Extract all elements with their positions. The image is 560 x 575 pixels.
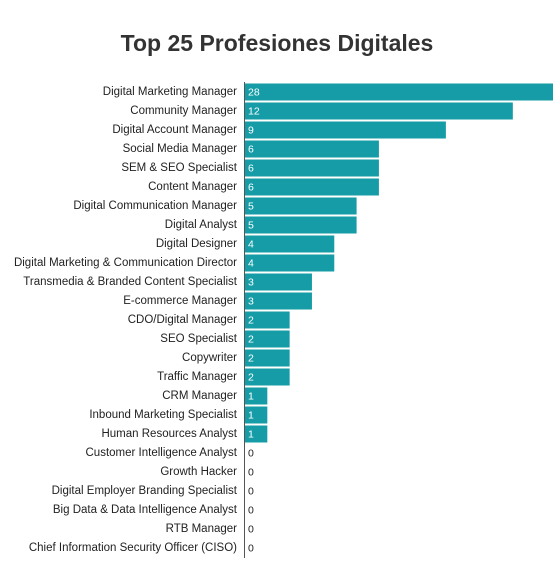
value-label: 2 bbox=[248, 371, 254, 383]
y-tick-label: Growth Hacker bbox=[160, 466, 237, 478]
value-label: 0 bbox=[248, 523, 254, 535]
value-label: 0 bbox=[248, 447, 254, 459]
y-tick-label: Inbound Marketing Specialist bbox=[89, 409, 237, 421]
y-tick-label: Social Media Manager bbox=[123, 143, 238, 155]
value-label: 28 bbox=[248, 86, 260, 98]
y-tick-label: Transmedia & Branded Content Specialist bbox=[23, 276, 238, 288]
value-label: 5 bbox=[248, 219, 254, 231]
bar bbox=[245, 140, 379, 158]
y-tick-label: Traffic Manager bbox=[157, 371, 237, 383]
y-tick-label: RTB Manager bbox=[166, 523, 238, 535]
y-tick-label: Digital Account Manager bbox=[112, 124, 237, 136]
value-label: 3 bbox=[248, 295, 254, 307]
bar bbox=[245, 330, 290, 348]
bar bbox=[245, 406, 268, 424]
y-tick-label: Digital Employer Branding Specialist bbox=[52, 485, 238, 497]
bar bbox=[245, 425, 268, 443]
bar bbox=[245, 159, 379, 177]
value-label: 2 bbox=[248, 352, 254, 364]
y-tick-label: Digital Marketing Manager bbox=[103, 86, 237, 98]
bar bbox=[245, 254, 335, 272]
y-tick-label: Content Manager bbox=[148, 181, 237, 193]
value-label: 3 bbox=[248, 276, 254, 288]
bar bbox=[245, 311, 290, 329]
bar bbox=[245, 273, 312, 291]
bar bbox=[245, 197, 357, 215]
value-label: 2 bbox=[248, 314, 254, 326]
value-label: 4 bbox=[248, 257, 254, 269]
value-label: 1 bbox=[248, 409, 254, 421]
y-tick-label: Community Manager bbox=[130, 105, 237, 117]
y-tick-label: SEO Specialist bbox=[160, 333, 238, 345]
value-label: 6 bbox=[248, 162, 254, 174]
y-tick-label: Chief Information Security Officer (CISO… bbox=[29, 542, 237, 554]
y-tick-label: Customer Intelligence Analyst bbox=[86, 447, 238, 459]
value-label: 0 bbox=[248, 504, 254, 516]
value-label: 4 bbox=[248, 238, 254, 250]
value-label: 12 bbox=[248, 105, 260, 117]
y-tick-label: Digital Analyst bbox=[165, 219, 238, 231]
bar bbox=[245, 216, 357, 234]
value-label: 2 bbox=[248, 333, 254, 345]
plot-area bbox=[245, 83, 553, 443]
bar bbox=[245, 387, 268, 405]
chart-title: Top 25 Profesiones Digitales bbox=[121, 30, 434, 56]
y-tick-label: Digital Designer bbox=[156, 238, 237, 250]
value-label: 5 bbox=[248, 200, 254, 212]
bar bbox=[245, 292, 312, 310]
value-label: 0 bbox=[248, 542, 254, 554]
bar bbox=[245, 235, 335, 253]
y-tick-label: E-commerce Manager bbox=[123, 295, 237, 307]
value-label: 6 bbox=[248, 181, 254, 193]
bar bbox=[245, 368, 290, 386]
y-tick-label: SEM & SEO Specialist bbox=[121, 162, 237, 174]
value-label: 1 bbox=[248, 390, 254, 402]
y-tick-label: Digital Communication Manager bbox=[73, 200, 237, 212]
y-tick-label: Copywriter bbox=[182, 352, 237, 364]
bar bbox=[245, 178, 379, 196]
y-tick-label: Human Resources Analyst bbox=[101, 428, 237, 440]
y-tick-label: CDO/Digital Manager bbox=[128, 314, 237, 326]
value-label: 1 bbox=[248, 428, 254, 440]
y-tick-label: Big Data & Data Intelligence Analyst bbox=[53, 504, 238, 516]
bar bbox=[245, 83, 553, 101]
y-tick-label: CRM Manager bbox=[162, 390, 237, 402]
value-label: 0 bbox=[248, 485, 254, 497]
value-label: 6 bbox=[248, 143, 254, 155]
bar bbox=[245, 121, 446, 139]
bar bbox=[245, 349, 290, 367]
bar bbox=[245, 102, 513, 120]
value-label: 0 bbox=[248, 466, 254, 478]
value-label: 9 bbox=[248, 124, 254, 136]
y-tick-label: Digital Marketing & Communication Direct… bbox=[14, 257, 237, 269]
